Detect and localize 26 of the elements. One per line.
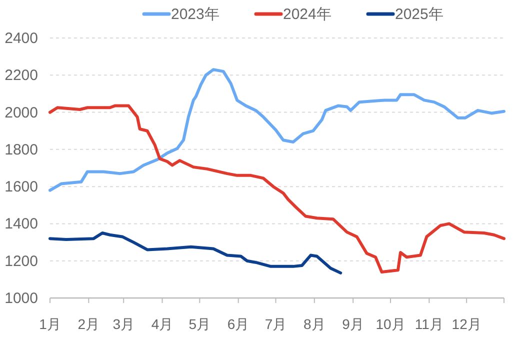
x-tick-label: 9月: [342, 316, 364, 332]
y-tick-label: 2400: [4, 30, 38, 47]
x-tick-label: 1月: [39, 316, 61, 332]
x-tick-label: 5月: [188, 316, 211, 332]
x-tick-label: 8月: [304, 316, 326, 332]
x-tick-label: 2月: [78, 316, 100, 332]
line-series: [48, 104, 506, 274]
x-tick-label: 3月: [112, 316, 134, 332]
x-tick-label: 11月: [414, 316, 444, 332]
legend-label: 2024年: [283, 6, 332, 23]
x-tick-label: 7月: [264, 316, 287, 332]
legend-label: 2025年: [395, 6, 444, 23]
line-series: [48, 232, 342, 274]
x-tick-label: 6月: [227, 316, 250, 332]
legend-label: 2023年: [171, 6, 220, 23]
x-tick-label: 4月: [151, 316, 174, 332]
y-tick-label: 1400: [4, 216, 38, 233]
y-tick-label: 2000: [4, 104, 38, 122]
x-tick-label: 12月: [452, 316, 482, 332]
y-tick-label: 2200: [4, 67, 38, 84]
y-tick-label: 1000: [4, 290, 38, 307]
y-tick-label: 1200: [4, 252, 38, 270]
y-tick-label: 1600: [4, 178, 38, 196]
line-series: [48, 68, 506, 192]
x-tick-label: 10月: [376, 316, 406, 332]
y-tick-label: 1800: [4, 141, 38, 158]
